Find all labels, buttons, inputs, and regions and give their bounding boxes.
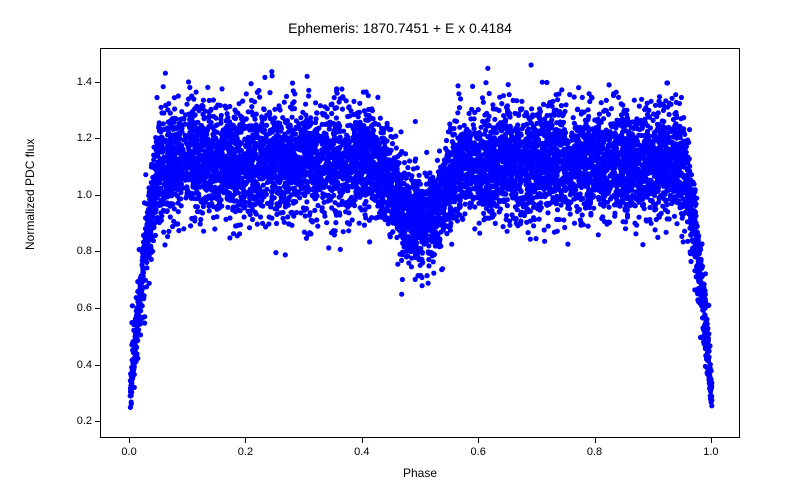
y-tick-label: 0.8 bbox=[60, 245, 92, 257]
y-tick-label: 0.4 bbox=[60, 359, 92, 371]
y-tick-label: 1.2 bbox=[60, 132, 92, 144]
y-tick-label: 0.2 bbox=[60, 415, 92, 427]
chart-container: Ephemeris: 1870.7451 + E x 0.4184 Normal… bbox=[0, 0, 800, 500]
y-tick-mark bbox=[95, 421, 100, 422]
y-tick-mark bbox=[95, 308, 100, 309]
x-tick-mark bbox=[362, 438, 363, 443]
plot-area bbox=[100, 48, 740, 438]
chart-title: Ephemeris: 1870.7451 + E x 0.4184 bbox=[0, 20, 800, 36]
x-tick-mark bbox=[595, 438, 596, 443]
y-tick-label: 1.0 bbox=[60, 189, 92, 201]
x-tick-mark bbox=[711, 438, 712, 443]
x-tick-label: 0.2 bbox=[238, 446, 253, 458]
x-tick-label: 0.6 bbox=[471, 446, 486, 458]
y-tick-mark bbox=[95, 365, 100, 366]
y-tick-label: 0.6 bbox=[60, 302, 92, 314]
x-tick-label: 0.4 bbox=[354, 446, 369, 458]
y-tick-mark bbox=[95, 195, 100, 196]
x-axis-label: Phase bbox=[100, 466, 740, 480]
y-tick-mark bbox=[95, 82, 100, 83]
y-axis-label: Normalized PDC flux bbox=[23, 234, 37, 250]
x-tick-label: 1.0 bbox=[703, 446, 718, 458]
y-tick-mark bbox=[95, 251, 100, 252]
x-tick-mark bbox=[129, 438, 130, 443]
y-tick-mark bbox=[95, 138, 100, 139]
y-tick-label: 1.4 bbox=[60, 76, 92, 88]
x-tick-label: 0.8 bbox=[587, 446, 602, 458]
x-tick-label: 0.0 bbox=[121, 446, 136, 458]
x-tick-mark bbox=[245, 438, 246, 443]
x-tick-mark bbox=[478, 438, 479, 443]
scatter-points bbox=[101, 49, 741, 439]
